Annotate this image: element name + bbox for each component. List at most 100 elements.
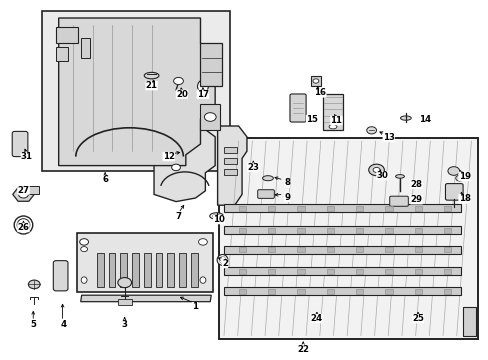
Text: 22: 22 <box>297 345 308 354</box>
Bar <box>224 267 460 275</box>
Text: 15: 15 <box>305 115 317 124</box>
Bar <box>167 253 174 287</box>
Bar <box>322 94 343 130</box>
Bar <box>385 269 392 274</box>
FancyBboxPatch shape <box>53 261 68 291</box>
Text: 29: 29 <box>410 195 422 204</box>
FancyBboxPatch shape <box>389 196 407 206</box>
Bar <box>385 206 392 211</box>
Bar <box>355 206 363 211</box>
Bar <box>81 38 90 58</box>
Text: 12: 12 <box>163 152 174 161</box>
Ellipse shape <box>217 255 227 265</box>
Ellipse shape <box>400 116 410 120</box>
Bar <box>224 246 460 254</box>
Bar <box>132 253 139 287</box>
Text: 19: 19 <box>458 172 469 181</box>
Bar <box>97 253 103 287</box>
Circle shape <box>118 278 131 288</box>
Bar <box>41 11 229 171</box>
Polygon shape <box>217 126 246 205</box>
Bar <box>56 27 78 43</box>
Bar <box>224 147 236 153</box>
Circle shape <box>372 167 379 172</box>
Circle shape <box>366 127 376 134</box>
Text: 9: 9 <box>284 193 289 202</box>
Bar <box>414 269 421 274</box>
Bar <box>443 269 450 274</box>
Bar <box>267 289 275 294</box>
Text: 21: 21 <box>145 81 157 90</box>
Ellipse shape <box>81 277 87 283</box>
Bar <box>143 253 150 287</box>
Bar <box>200 43 222 86</box>
Bar <box>224 204 460 212</box>
Bar <box>385 247 392 252</box>
Bar <box>385 289 392 294</box>
Text: 20: 20 <box>176 90 187 99</box>
Ellipse shape <box>199 90 206 98</box>
Circle shape <box>173 77 183 85</box>
Text: 2: 2 <box>222 259 227 268</box>
Bar <box>385 228 392 233</box>
Text: 26: 26 <box>18 223 29 232</box>
Bar <box>326 289 333 294</box>
Bar <box>219 138 477 339</box>
Bar <box>297 206 304 211</box>
Bar <box>238 247 245 252</box>
Bar <box>414 289 421 294</box>
Bar <box>443 247 450 252</box>
Circle shape <box>81 247 87 252</box>
Bar <box>414 206 421 211</box>
Bar <box>355 247 363 252</box>
Polygon shape <box>81 295 211 302</box>
Ellipse shape <box>328 125 336 129</box>
Bar <box>267 206 275 211</box>
Bar <box>326 247 333 252</box>
Bar <box>443 228 450 233</box>
Text: 14: 14 <box>419 115 430 124</box>
FancyBboxPatch shape <box>12 131 28 157</box>
Bar <box>267 247 275 252</box>
Text: 8: 8 <box>284 178 289 187</box>
Polygon shape <box>13 188 34 201</box>
Bar <box>118 299 132 305</box>
Text: 28: 28 <box>410 180 422 189</box>
Circle shape <box>19 191 28 198</box>
Bar <box>310 76 321 86</box>
Text: 11: 11 <box>330 116 342 125</box>
Circle shape <box>204 113 216 121</box>
Circle shape <box>80 239 88 245</box>
Bar <box>355 228 363 233</box>
Bar <box>200 104 220 130</box>
Bar <box>326 269 333 274</box>
Polygon shape <box>59 18 215 166</box>
Ellipse shape <box>395 175 404 178</box>
Bar <box>238 289 245 294</box>
Text: 27: 27 <box>18 186 29 194</box>
Text: 4: 4 <box>61 320 66 329</box>
Bar <box>326 228 333 233</box>
FancyBboxPatch shape <box>289 94 305 122</box>
Bar <box>297 269 304 274</box>
Circle shape <box>455 175 463 181</box>
Bar <box>414 228 421 233</box>
Text: 16: 16 <box>314 88 325 97</box>
Circle shape <box>368 164 384 176</box>
Text: 31: 31 <box>21 152 33 161</box>
Text: 30: 30 <box>376 171 387 180</box>
Bar <box>224 158 236 164</box>
Ellipse shape <box>212 214 221 218</box>
Bar <box>190 253 197 287</box>
Circle shape <box>312 79 318 83</box>
Ellipse shape <box>17 219 30 231</box>
Circle shape <box>28 280 40 289</box>
Text: 23: 23 <box>247 163 259 172</box>
Bar <box>414 247 421 252</box>
Bar <box>297 247 304 252</box>
Bar <box>267 228 275 233</box>
Bar <box>56 47 68 61</box>
Bar <box>25 186 39 194</box>
Text: 5: 5 <box>30 320 36 329</box>
Ellipse shape <box>197 80 208 93</box>
